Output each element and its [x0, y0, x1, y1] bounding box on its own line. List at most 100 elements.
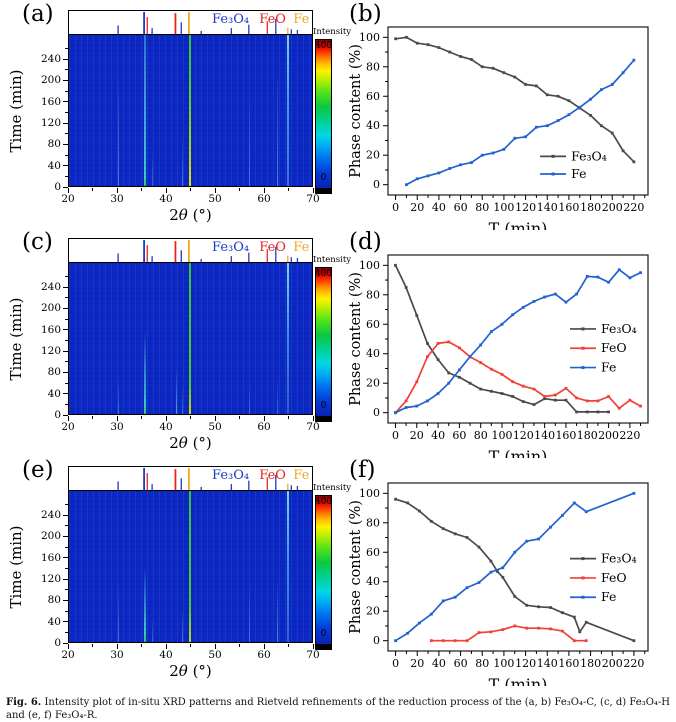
colorbar-gradient: [316, 268, 331, 416]
fe-label: Fe: [293, 12, 310, 27]
x-tick-label: 120: [513, 429, 534, 442]
series-marker: [477, 631, 481, 634]
series-marker: [549, 606, 552, 609]
x-tick-label: 40: [159, 649, 173, 661]
series-marker: [535, 84, 538, 88]
series-marker: [513, 595, 517, 598]
y-axis-minor-tick: [65, 382, 68, 384]
series-line-Fe₃O₄: [395, 498, 635, 642]
y-tick-label: 120: [40, 573, 61, 585]
series-marker: [394, 639, 397, 643]
series-marker: [589, 97, 592, 101]
x-tick-label: 20: [61, 649, 75, 661]
series-marker: [468, 355, 472, 359]
y-tick-label: 0: [373, 406, 380, 419]
series-marker: [537, 537, 540, 541]
x-tick-label: 50: [208, 421, 222, 433]
series-marker: [610, 131, 614, 135]
x-axis-label: T (min): [489, 675, 548, 686]
series-marker: [491, 66, 495, 70]
series-marker: [426, 342, 429, 345]
y-axis-tick: [63, 58, 68, 60]
x-axis-label: 2θ (°): [68, 206, 313, 224]
x-tick-label: 80: [475, 201, 489, 214]
x-axis-tick: [165, 188, 167, 193]
series-marker: [489, 570, 493, 574]
series-marker: [404, 406, 408, 409]
x-tick-label: 200: [602, 201, 623, 214]
y-tick-label: 240: [40, 509, 61, 521]
x-tick-label: 40: [159, 193, 173, 205]
series-marker: [537, 626, 540, 630]
caption-label: Fig. 6.: [6, 697, 42, 708]
series-marker: [532, 300, 536, 303]
series-marker: [584, 639, 588, 643]
series-marker: [617, 406, 621, 410]
series-marker: [479, 361, 483, 364]
y-axis-minor-tick: [65, 297, 68, 299]
colorbar-gradient: [316, 496, 331, 644]
x-axis-label-prefix: 2: [169, 662, 179, 680]
diffraction-line: [175, 365, 178, 414]
diffraction-line: [117, 581, 120, 642]
series-marker: [553, 292, 557, 296]
series-marker: [496, 570, 499, 573]
y-axis-minor-tick: [65, 339, 68, 341]
x-axis-minor-tick: [190, 416, 191, 419]
series-marker: [491, 151, 495, 155]
colorbar-title: Intensity: [313, 255, 352, 265]
panel-grid: (a) Fe₃O₄ FeO Fe 0 40 80 120 160 200 240 20 30 40 50 60…: [0, 1, 676, 694]
y-tick-label: 200: [40, 530, 61, 543]
y-tick-label: 0: [373, 634, 380, 647]
series-marker: [584, 510, 588, 514]
x-tick-label: 120: [515, 657, 536, 670]
y-axis-minor-tick: [65, 403, 68, 405]
series-marker: [501, 566, 505, 570]
x-axis-label-prefix: 2: [169, 206, 179, 224]
y-axis-tick: [63, 350, 68, 352]
legend-marker-FeO: [581, 346, 585, 350]
reference-peaks-strip: Fe₃O₄ FeO Fe: [68, 10, 313, 35]
y-tick-label: 20: [366, 605, 380, 618]
x-tick-label: 60: [257, 193, 271, 205]
series-marker: [561, 611, 564, 615]
x-tick-label: 220: [623, 201, 644, 214]
x-tick-label: 80: [474, 429, 488, 442]
series-marker: [426, 43, 430, 47]
phase-content-panel-b: (b) 0 20 40 60 80 100 120 140 160 180 200 220 0 20 40 60…: [345, 1, 676, 238]
y-tick-label: 20: [366, 377, 380, 390]
series-marker: [465, 536, 469, 539]
y-tick-label: 100: [359, 259, 380, 272]
y-axis-tick: [63, 371, 68, 373]
series-marker: [525, 603, 529, 607]
series-marker: [511, 395, 515, 398]
y-tick-label: 240: [40, 281, 61, 293]
series-marker: [596, 410, 600, 414]
series-marker: [489, 630, 493, 634]
series-marker: [532, 387, 536, 391]
y-axis-minor-tick: [65, 47, 68, 49]
series-marker: [453, 595, 457, 599]
x-axis-tick: [312, 416, 314, 421]
series-marker: [556, 119, 560, 122]
y-tick-label: 40: [47, 159, 61, 172]
x-tick-label: 60: [454, 201, 468, 214]
x-axis-minor-tick: [92, 644, 93, 647]
series-marker: [521, 384, 525, 388]
legend-label-FeO: FeO: [601, 570, 627, 585]
series-marker: [500, 322, 504, 326]
series-marker: [513, 550, 517, 554]
series-marker: [545, 93, 549, 97]
plot-frame: [387, 482, 649, 652]
x-tick-label: 0: [392, 657, 399, 670]
x-tick-label: 100: [493, 657, 514, 670]
series-marker: [521, 400, 525, 404]
diffraction-line: [152, 617, 154, 642]
series-marker: [513, 136, 517, 140]
x-axis-minor-tick: [141, 188, 142, 191]
series-marker: [561, 514, 564, 517]
y-tick-label: 40: [366, 347, 380, 360]
xrd-heatmap-panel-e: (e) Fe₃O₄ FeO Fe 0 40 80 120 160 200 240 20 30 40 50 60…: [0, 457, 351, 692]
series-marker: [489, 559, 493, 563]
y-axis-tick: [63, 186, 68, 188]
